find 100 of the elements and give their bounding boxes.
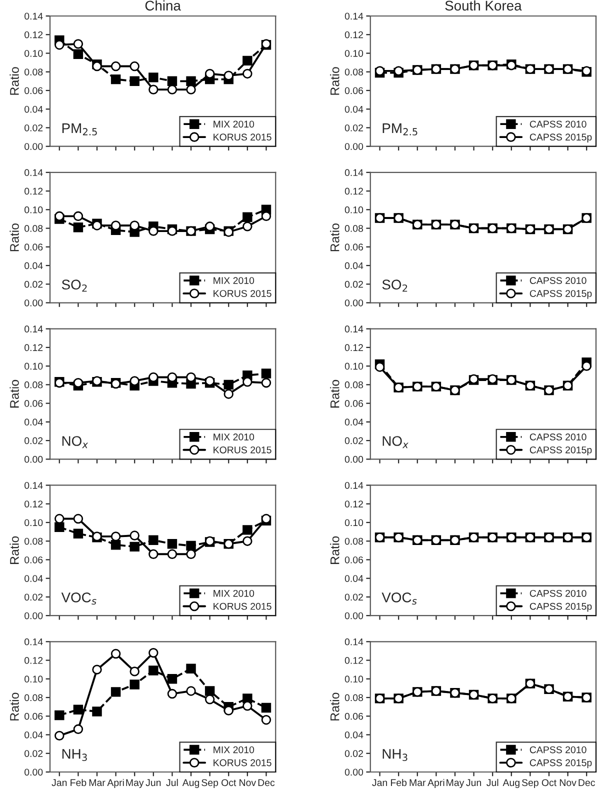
annotation: VOC$_{s}$ [61,592,96,605]
y-tick-label: 0.08 [344,225,364,232]
y-tick-label: 0.02 [344,594,363,601]
x-tick-label: Oct [222,779,236,786]
y-tick-label: 0.10 [344,206,364,214]
y-tick-label: 0.10 [24,519,43,526]
y-tick-label: 0.14 [344,326,364,332]
y-axis-title: Ratio [330,692,340,720]
y-tick-label: 0.14 [24,326,43,332]
y-tick-label: 0.10 [24,206,43,214]
y-tick-label: 0.14 [24,169,43,176]
y-tick-label: 0.08 [24,381,43,388]
y-tick-label: 0.06 [24,87,43,94]
x-tick-label: Aug [182,779,200,788]
legend-label: CAPSS 2015p [530,446,592,456]
x-tick-label: Apri [428,778,444,788]
y-tick-label: 0.10 [24,50,43,57]
legend-label: CAPSS 2010 [530,746,586,754]
y-axis-title: Ratio [10,692,19,720]
x-tick-label: Jun [146,779,161,786]
y-tick-label: 0.04 [344,418,364,426]
x-tick-label: Nov [560,779,576,786]
y-tick-label: 0.06 [24,556,43,564]
legend-label: MIX 2010 [214,434,254,440]
y-tick-label: 0.06 [344,400,364,407]
y-tick-label: 0.02 [344,750,363,757]
x-tick-label: Feb [70,778,86,786]
y-tick-label: 0.04 [344,262,364,270]
y-tick-label: 0.08 [344,68,364,76]
x-tick-label: Sep [202,779,218,788]
x-tick-label: May [126,779,144,788]
y-tick-label: 0.02 [24,124,43,132]
y-axis-title: Ratio [330,536,340,564]
legend-label: CAPSS 2015p [530,290,592,299]
y-tick-label: 0.06 [344,244,364,251]
y-tick-label: 0.00 [344,768,364,776]
y-axis-title: Ratio [10,224,19,252]
legend-label: MIX 2010 [214,746,254,754]
y-axis-title: Ratio [330,380,340,408]
y-tick-label: 0.06 [24,712,43,720]
x-tick-label: Jul [486,778,498,786]
legend-label: MIX 2010 [214,277,254,284]
y-tick-label: 0.02 [24,750,43,757]
y-tick-label: 0.12 [344,188,363,195]
annotation: VOC$_{s}$ [382,592,417,605]
y-tick-label: 0.02 [344,437,363,444]
y-tick-label: 0.12 [24,31,43,38]
y-tick-label: 0.14 [344,169,364,176]
y-tick-label: 0.12 [24,500,43,508]
y-tick-label: 0.10 [24,676,43,683]
y-tick-label: 0.04 [344,575,364,582]
y-tick-label: 0.14 [344,638,364,646]
y-tick-label: 0.00 [24,299,43,306]
legend-label: KORUS 2015 [214,134,272,141]
y-tick-label: 0.12 [24,657,43,664]
y-tick-label: 0.12 [24,344,43,352]
legend-label: CAPSS 2015p [530,759,592,768]
y-tick-label: 0.00 [344,612,364,620]
legend-label: MIX 2010 [214,590,254,597]
y-tick-label: 0.12 [344,500,363,508]
x-tick-label: Jul [166,778,178,786]
y-tick-label: 0.04 [24,418,43,426]
x-tick-label: Jun [466,779,481,786]
legend-label: CAPSS 2015p [530,602,592,612]
y-tick-label: 0.08 [344,538,364,545]
annotation: NO$_{x}$ [382,436,408,448]
x-tick-label: Oct [542,779,556,786]
chart-title: China [145,0,181,11]
y-tick-label: 0.04 [24,731,43,738]
x-tick-label: Mar [410,779,426,786]
y-tick-label: 0.04 [24,262,43,270]
y-tick-label: 0.08 [24,538,43,545]
y-axis-title: Ratio [10,536,19,564]
y-tick-label: 0.10 [344,362,364,370]
annotation: SO$_{2}$ [62,280,87,292]
x-tick-label: Jan [372,779,387,786]
y-tick-label: 0.06 [24,400,43,407]
legend-label: KORUS 2015 [214,290,272,297]
legend-label: KORUS 2015 [214,446,272,454]
x-tick-label: Dec [258,779,275,786]
y-tick-label: 0.10 [344,50,364,57]
y-axis-title: Ratio [330,224,340,252]
y-tick-label: 0.10 [344,676,364,683]
y-tick-label: 0.00 [344,456,364,463]
legend-label: KORUS 2015 [214,602,272,610]
annotation: SO$_{2}$ [382,280,408,292]
y-tick-label: 0.08 [24,225,43,232]
x-tick-label: Jan [52,779,67,786]
y-tick-label: 0.08 [24,694,43,702]
y-tick-label: 0.00 [344,299,364,306]
x-tick-label: Aug [502,779,520,788]
y-tick-label: 0.14 [24,12,43,20]
annotation: PM$_{2.5}$ [382,123,418,136]
y-tick-label: 0.06 [344,87,364,94]
legend-label: CAPSS 2010 [530,590,586,597]
y-tick-label: 0.08 [24,68,43,76]
y-tick-label: 0.04 [24,575,43,582]
y-axis-title: Ratio [330,67,340,95]
y-tick-label: 0.14 [344,482,364,489]
y-tick-label: 0.06 [24,244,43,251]
